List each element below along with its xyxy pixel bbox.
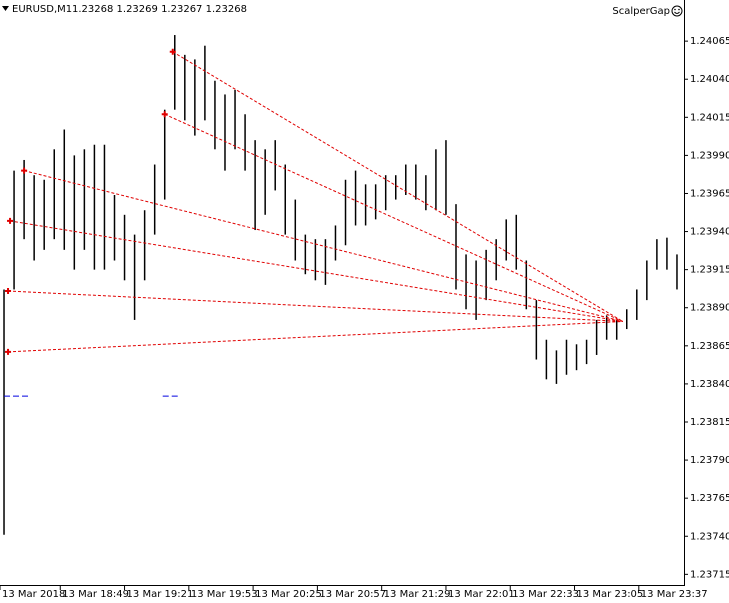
y-tick-label: 1.24015: [690, 112, 729, 123]
x-tick-label: 13 Mar 19:53: [191, 589, 258, 600]
x-tick-label: 13 Mar 18:49: [62, 589, 129, 600]
x-tick-label: 13 Mar 20:57: [319, 589, 386, 600]
y-tick-label: 1.23965: [690, 188, 729, 199]
trend-line: [8, 290, 623, 322]
smiley: [671, 5, 683, 17]
gap-marker: [161, 111, 168, 118]
gap-marker: [5, 348, 12, 355]
trend-line: [164, 113, 623, 322]
y-tick-label: 1.23865: [690, 341, 729, 352]
y-tick-label: 1.24040: [690, 74, 729, 85]
trend-line: [9, 220, 623, 322]
y-tick-label: 1.23890: [690, 303, 729, 314]
gap-marker: [5, 287, 12, 294]
x-tick-label: 13 Mar 22:01: [448, 589, 515, 600]
trend-line: [172, 51, 623, 322]
gap-marker: [21, 167, 28, 174]
y-tick-label: 1.23715: [690, 569, 729, 580]
quote: 1.23268 1.23269 1.23267 1.23268: [72, 4, 247, 15]
y-tick-label: 1.23815: [690, 417, 729, 428]
y-tick-label: 1.23990: [690, 150, 729, 161]
y-tick-label: 1.23765: [690, 493, 729, 504]
x-tick-label: 13 Mar 23:37: [641, 589, 708, 600]
x-tick-label: 13 Mar 22:33: [512, 589, 579, 600]
y-tick-label: 1.23940: [690, 227, 729, 238]
symbol: EURUSD,M1: [12, 4, 72, 15]
menu-arrow[interactable]: [2, 6, 9, 11]
trend-line: [8, 320, 623, 353]
x-tick-label: 13 Mar 20:25: [255, 589, 322, 600]
gap-marker: [169, 48, 176, 55]
y-tick-label: 1.24065: [690, 36, 729, 47]
x-tick-label: 13 Mar 19:21: [127, 589, 194, 600]
x-tick-label: 13 Mar 21:29: [384, 589, 451, 600]
y-tick-label: 1.23740: [690, 531, 729, 542]
x-tick-label: 13 Mar 2018: [2, 589, 65, 600]
y-tick-label: 1.23840: [690, 379, 729, 390]
indicator-name: ScalperGap: [612, 6, 670, 17]
x-tick-label: 13 Mar 23:05: [577, 589, 644, 600]
gap-marker: [7, 217, 14, 224]
y-tick-label: 1.23790: [690, 455, 729, 466]
y-tick-label: 1.23915: [690, 265, 729, 276]
trend-line: [23, 170, 623, 322]
